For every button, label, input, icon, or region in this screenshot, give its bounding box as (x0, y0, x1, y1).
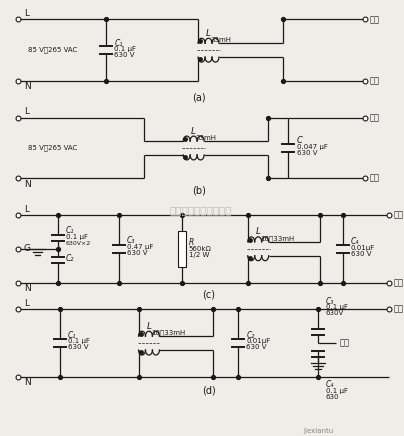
Text: N: N (24, 180, 31, 189)
Text: 85 V～265 VAC: 85 V～265 VAC (28, 145, 77, 151)
Text: 33mH: 33mH (210, 37, 231, 43)
Text: N: N (24, 378, 31, 387)
Text: (d): (d) (202, 386, 215, 396)
Text: L: L (206, 29, 211, 38)
Bar (178, 231, 186, 267)
Text: jiexiantu: jiexiantu (303, 428, 333, 433)
Text: 输出: 输出 (369, 76, 379, 85)
Text: 输出: 输出 (369, 174, 379, 183)
Text: C₄: C₄ (351, 237, 359, 246)
Text: 630V: 630V (326, 310, 344, 317)
Text: C: C (297, 136, 303, 145)
Text: 10～33mH: 10～33mH (151, 330, 185, 337)
Text: L: L (146, 322, 152, 331)
Text: 1/2 W: 1/2 W (189, 252, 209, 258)
Text: L: L (24, 299, 29, 308)
Text: 输出: 输出 (393, 211, 403, 219)
Text: G: G (24, 244, 31, 253)
Text: 输出: 输出 (393, 305, 403, 314)
Text: L: L (256, 228, 261, 236)
Text: (c): (c) (202, 290, 215, 300)
Text: 630V×2: 630V×2 (65, 241, 91, 246)
Text: 33mH: 33mH (196, 135, 217, 141)
Text: 0.1 μF: 0.1 μF (326, 388, 348, 394)
Text: N: N (24, 284, 31, 293)
Text: R: R (189, 238, 194, 247)
Text: C₃: C₃ (326, 297, 334, 306)
Text: 630 V: 630 V (351, 251, 371, 257)
Text: 560kΩ: 560kΩ (189, 246, 212, 252)
Text: L: L (24, 107, 29, 116)
Text: 0.1 μF: 0.1 μF (326, 304, 348, 310)
Text: C₁: C₁ (65, 226, 74, 235)
Text: 0.1 μF: 0.1 μF (65, 234, 88, 240)
Text: 0.47 μF: 0.47 μF (127, 244, 154, 250)
Text: (a): (a) (192, 93, 205, 103)
Text: 630 V: 630 V (67, 344, 88, 350)
Text: C₁: C₁ (67, 330, 76, 340)
Text: 630 V: 630 V (297, 150, 318, 156)
Text: L: L (24, 204, 29, 214)
Text: 630 V: 630 V (246, 344, 267, 350)
Text: C₂: C₂ (65, 254, 74, 263)
Text: (b): (b) (191, 185, 206, 195)
Text: 大地: 大地 (340, 339, 349, 347)
Text: L: L (191, 126, 196, 136)
Text: C₄: C₄ (326, 380, 334, 389)
Text: 10～33mH: 10～33mH (260, 235, 295, 242)
Text: 0.1 μF: 0.1 μF (67, 338, 90, 344)
Text: 输出: 输出 (369, 15, 379, 24)
Text: C₂: C₂ (246, 330, 255, 340)
Text: 0.01μF: 0.01μF (246, 338, 271, 344)
Text: N: N (24, 82, 31, 92)
Text: 630 V: 630 V (127, 250, 147, 256)
Text: 85 V～265 VAC: 85 V～265 VAC (28, 47, 77, 54)
Text: 输出: 输出 (393, 278, 403, 287)
Text: 0.01μF: 0.01μF (351, 245, 375, 251)
Text: 630 V: 630 V (114, 52, 135, 58)
Text: C₃: C₃ (127, 236, 135, 245)
Text: L: L (24, 9, 29, 18)
Text: 输出: 输出 (369, 113, 379, 122)
Text: 0.047 μF: 0.047 μF (297, 144, 328, 150)
Text: 杭州将睢科技有限公司: 杭州将睢科技有限公司 (169, 205, 232, 215)
Text: 630: 630 (326, 394, 339, 400)
Text: 0.1 μF: 0.1 μF (114, 46, 136, 52)
Text: C₁: C₁ (114, 39, 122, 48)
